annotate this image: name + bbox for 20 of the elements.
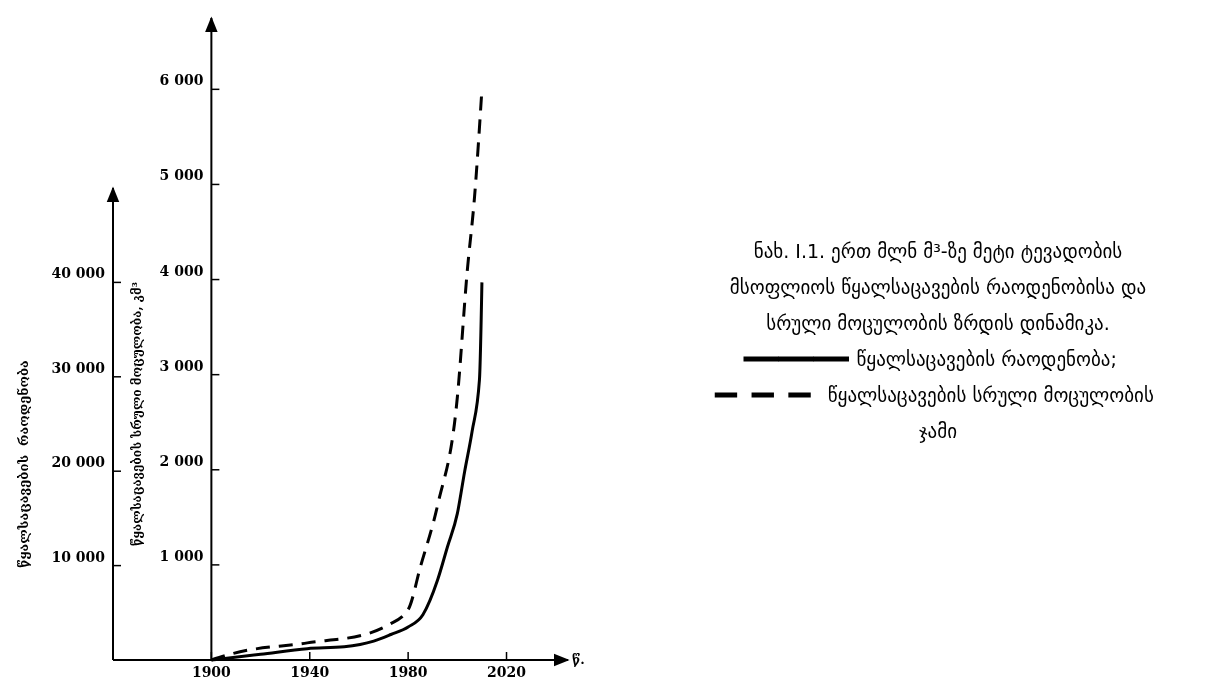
y2-tick-label: 1 000 <box>159 547 204 564</box>
legend-label: წყალსაცავების სრული მოცულობის ჯამი <box>827 384 1154 443</box>
x-tick-label: 1900 <box>191 664 232 680</box>
text: ნახ. I.1. ერთ მლნ მ³-ზე მეტი ტევადობის მსოფლიოს წყალსაცავების რაოდენობისა და სრული მოცულობის ზრდის დინამიკა. <box>729 240 1147 335</box>
x-tick-label: 2020 <box>487 664 527 680</box>
y-tick-label: 20 000 <box>51 454 106 471</box>
x-tick-label: 1980 <box>388 664 428 680</box>
y2-tick-label: 3 000 <box>159 357 204 374</box>
x-axis-title: წ. <box>572 652 585 667</box>
legend-label: წყალსაცავების რაოდენობა; <box>856 348 1117 371</box>
y-tick-label: 30 000 <box>51 359 106 376</box>
y-tick-label: 40 000 <box>51 265 106 282</box>
y2-tick-label: 5 000 <box>159 167 204 184</box>
y2-tick-label: 2 000 <box>159 452 204 469</box>
y-axis-title: წყალსაცავების რაოდენობა <box>16 359 31 568</box>
y2-axis-title: წყალსაცავების სრული მოცულობა, კმ³ <box>130 282 144 546</box>
y-tick-label: 10 000 <box>51 548 106 565</box>
y2-tick-label: 6 000 <box>159 72 204 89</box>
x-tick-label: 1940 <box>290 664 330 680</box>
y2-tick-label: 4 000 <box>159 262 204 279</box>
